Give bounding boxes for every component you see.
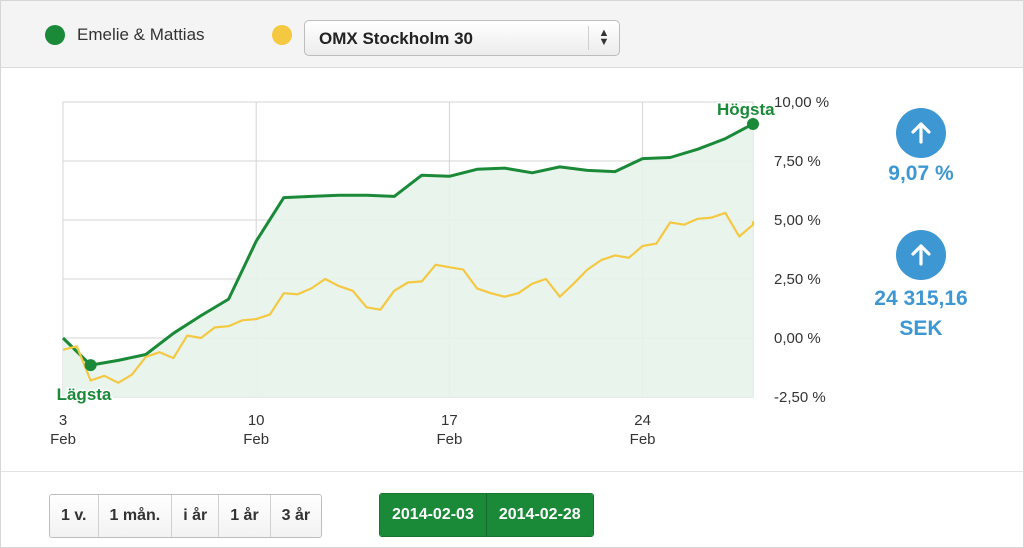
low-point-marker [84, 359, 97, 372]
legend-dot-index [272, 25, 292, 45]
date-to-button[interactable]: 2014-02-28 [486, 494, 593, 536]
series-line-portfolio [61, 122, 754, 367]
series-line-index [62, 211, 755, 384]
compare-index-value: OMX Stockholm 30 [319, 29, 473, 48]
return-pct-up-circle [896, 108, 946, 158]
return-sek: 24 315,16 SEK [851, 284, 991, 344]
y-tick-label: -2,50 % [774, 389, 826, 406]
return-percentage: 9,07 % [888, 162, 954, 185]
period-button-1y[interactable]: 1 år [219, 495, 271, 537]
performance-line-chart: 3 Feb 10 Feb 17 Feb 24 Feb 10,00 % 7,50 % 5,00 % 2,… [50, 94, 829, 448]
legend-dot-portfolio [45, 25, 65, 45]
date-from-button[interactable]: 2014-02-03 [380, 494, 487, 536]
low-point-label: Lägsta [57, 385, 112, 404]
y-tick-label: 2,50 % [774, 271, 821, 288]
series-area-portfolio [63, 123, 753, 398]
period-button-group: 1 v. 1 mån. i år 1 år 3 år [49, 494, 323, 538]
x-tick-label-month: Feb [630, 431, 656, 448]
period-button-1w[interactable]: 1 v. [50, 495, 99, 537]
return-sek-currency: SEK [899, 317, 943, 340]
y-tick-label: 5,00 % [774, 212, 821, 229]
y-tick-label: 10,00 % [774, 94, 829, 111]
x-tick-label-month: Feb [436, 431, 462, 448]
high-point-marker [747, 117, 759, 130]
select-updown-arrows-icon: ▲ ▼ [588, 26, 619, 50]
period-button-1m[interactable]: 1 mån. [98, 495, 173, 537]
period-button-3y[interactable]: 3 år [270, 495, 322, 537]
legend-item-index[interactable] [272, 25, 304, 45]
legend-label-portfolio: Emelie & Mattias [77, 25, 205, 44]
period-button-ytd[interactable]: i år [172, 495, 220, 537]
arrow-up-icon [911, 244, 931, 266]
x-tick-label-month: Feb [243, 431, 269, 448]
legend-item-portfolio[interactable]: Emelie & Mattias [45, 25, 205, 45]
y-tick-label: 7,50 % [774, 153, 821, 170]
high-point-label: Högsta [717, 100, 775, 119]
arrow-up-icon [911, 122, 931, 144]
x-tick-label-day: 24 [634, 412, 651, 429]
date-range-group: 2014-02-03 2014-02-28 [379, 493, 594, 537]
x-tick-label-month: Feb [50, 431, 76, 448]
x-tick-label-day: 17 [441, 412, 458, 429]
legend-bar: Emelie & Mattias OMX Stockholm 30 ▲ ▼ [1, 1, 1023, 68]
y-tick-label: 0,00 % [774, 330, 821, 347]
compare-index-select[interactable]: OMX Stockholm 30 ▲ ▼ [304, 20, 620, 56]
return-sek-up-circle [896, 230, 946, 280]
footer-divider [1, 471, 1023, 472]
x-tick-label-day: 10 [248, 412, 265, 429]
return-sek-amount: 24 315,16 [874, 287, 968, 310]
x-tick-label-day: 3 [59, 412, 67, 429]
